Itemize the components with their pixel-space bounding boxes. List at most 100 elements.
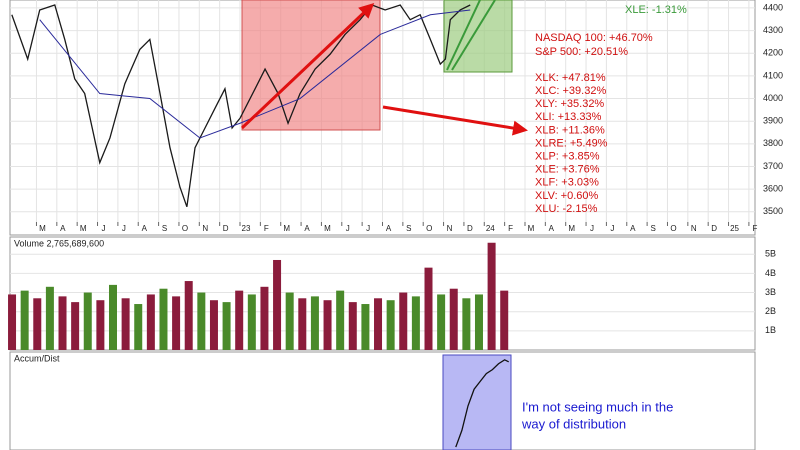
y-tick-label: 3B [765,287,776,297]
y-tick-label: 4200 [763,48,783,58]
line-series [11,4,471,208]
x-tick-label: M [283,224,290,233]
x-tick-label: J [366,224,370,233]
y-tick-label: 4000 [763,93,783,103]
x-tick-label: M [568,224,575,233]
ad-title: Accum/Dist [14,353,60,363]
bar [108,284,117,350]
bar [197,292,206,350]
x-tick-label: M [324,224,331,233]
bar [159,288,168,350]
bar [209,300,218,350]
bar [487,242,496,350]
x-tick-label: F [508,224,513,233]
annotation: XLU: -2.15% [535,203,598,215]
y-tick-label: 4400 [763,2,783,12]
bar [310,296,319,350]
x-tick-label: S [650,224,655,233]
trend-line [446,0,481,71]
bar [361,304,370,350]
y-tick-label: 2B [765,306,776,316]
bar [58,296,67,350]
x-tick-label: D [223,224,229,233]
x-tick-label: N [202,224,208,233]
bar [449,288,458,350]
x-tick-label: D [711,224,717,233]
bar [121,298,130,350]
y-tick-label: 4100 [763,70,783,80]
line-series [39,9,471,139]
highlight-box [241,0,381,131]
bar [8,294,17,350]
x-tick-label: O [426,224,432,233]
bar [260,286,269,350]
bar [374,298,383,350]
bar [172,296,181,350]
annotation: XLY: +35.32% [535,98,604,110]
x-tick-label: A [549,224,555,233]
y-tick-label: 3800 [763,138,783,148]
x-tick-label: M [39,224,46,233]
bar [424,267,433,350]
highlight-box [443,0,513,73]
bar [71,302,80,350]
bar [336,290,345,350]
x-tick-label: 25 [730,224,739,233]
x-tick-label: 24 [486,224,495,233]
x-tick-label: J [610,224,614,233]
x-tick-label: J [590,224,594,233]
ad-panel [9,351,756,450]
annotation: XLI: +13.33% [535,111,602,123]
x-tick-label: N [691,224,697,233]
bar [411,296,420,350]
x-tick-label: J [346,224,350,233]
bar [386,300,395,350]
x-tick-label: A [60,224,66,233]
bar [474,294,483,350]
annotation: XLV: +0.60% [535,190,599,202]
annotation: S&P 500: +20.51% [535,46,628,58]
x-tick-label: D [467,224,473,233]
bar [399,292,408,350]
x-tick-label: A [142,224,148,233]
annotation: XLB: +11.36% [535,124,605,136]
x-tick-label: J [102,224,106,233]
bar [146,294,155,350]
bar [348,302,357,350]
bar [273,259,282,350]
annotation: XLRE: +5.49% [535,137,608,149]
annotation: XLK: +47.81% [535,72,606,84]
x-tick-label: A [304,224,310,233]
x-tick-label: 23 [242,224,251,233]
volume-title: Volume 2,765,689,600 [14,238,104,248]
bar [235,290,244,350]
x-tick-label: N [447,224,453,233]
y-tick-label: 5B [765,249,776,259]
x-tick-label: S [406,224,411,233]
bar [323,300,332,350]
x-tick-label: O [182,224,188,233]
x-tick-label: S [162,224,167,233]
bar [184,281,193,350]
bar [222,302,231,350]
x-tick-label: A [630,224,636,233]
annotation: XLC: +39.32% [535,85,606,97]
y-tick-label: 3900 [763,116,783,126]
x-tick-label: A [386,224,392,233]
x-tick-label: M [528,224,535,233]
bar [285,292,294,350]
arrow [240,2,375,130]
bar [33,298,42,350]
annotation: way of distribution [521,416,626,431]
trend-line [451,0,496,71]
y-tick-label: 4B [765,268,776,278]
bar [134,304,143,350]
x-tick-label: O [670,224,676,233]
bar [462,298,471,350]
y-tick-label: 3500 [763,206,783,216]
x-tick-label: F [264,224,269,233]
annotation: XLE: -1.31% [625,4,687,16]
line-series [455,359,509,448]
